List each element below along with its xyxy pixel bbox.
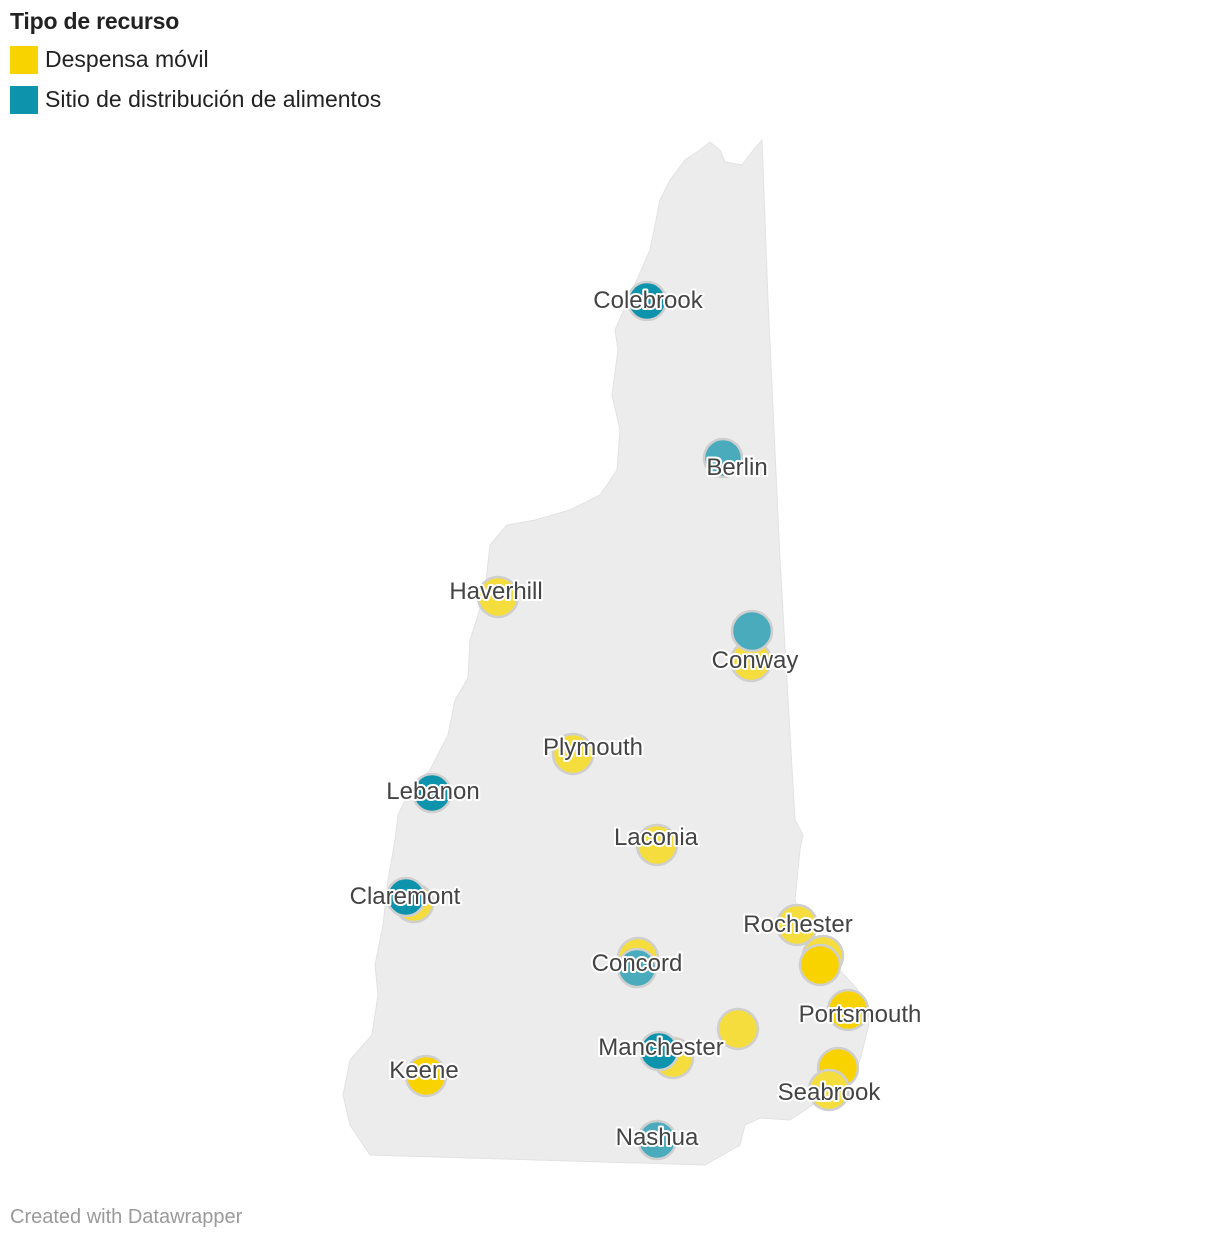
marker-nashua[interactable] bbox=[636, 1119, 678, 1161]
label-lebanon: Lebanon bbox=[386, 778, 479, 805]
marker-plymouth[interactable] bbox=[551, 732, 595, 776]
marker-portsmouth[interactable] bbox=[826, 988, 870, 1032]
label-seabrook: Seabrook bbox=[778, 1079, 882, 1106]
marker-haverhill[interactable] bbox=[476, 575, 520, 619]
marker-concord-teal[interactable] bbox=[616, 947, 658, 989]
legend-item-mobile-pantry[interactable]: Despensa móvil bbox=[10, 44, 381, 75]
marker-lebanon[interactable] bbox=[411, 772, 453, 814]
marker-conway-teal[interactable] bbox=[730, 609, 774, 653]
marker-colebrook[interactable] bbox=[626, 280, 668, 322]
label-manchester: Manchester bbox=[598, 1034, 723, 1061]
marker-berlin[interactable] bbox=[702, 437, 744, 479]
footer-credit[interactable]: Created with Datawrapper bbox=[10, 1206, 243, 1228]
label-haverhill: Haverhill bbox=[449, 578, 542, 605]
marker-laconia[interactable] bbox=[635, 823, 679, 867]
legend-swatch-yellow bbox=[10, 45, 38, 74]
label-rochester: Rochester bbox=[743, 911, 852, 938]
marker-keene[interactable] bbox=[404, 1054, 448, 1098]
label-berlin: Berlin bbox=[706, 454, 767, 481]
legend-label-mobile-pantry: Despensa móvil bbox=[45, 46, 209, 72]
marker-dover[interactable] bbox=[798, 943, 842, 987]
label-claremont: Claremont bbox=[350, 883, 461, 910]
label-keene: Keene bbox=[389, 1057, 458, 1084]
marker-seabrook[interactable] bbox=[807, 1068, 851, 1112]
label-concord: Concord bbox=[592, 950, 683, 977]
label-colebrook: Colebrook bbox=[593, 287, 703, 314]
label-nashua: Nashua bbox=[616, 1124, 699, 1151]
legend-label-food-distribution: Sitio de distribución de alimentos bbox=[45, 86, 382, 112]
legend: Tipo de recurso Despensa móvil Sitio de … bbox=[10, 8, 381, 124]
legend-title: Tipo de recurso bbox=[10, 8, 180, 34]
marker-rochester[interactable] bbox=[775, 903, 819, 947]
markers bbox=[385, 280, 870, 1161]
legend-item-food-distribution[interactable]: Sitio de distribución de alimentos bbox=[10, 84, 381, 115]
marker-claremont-teal[interactable] bbox=[385, 876, 427, 918]
label-laconia: Laconia bbox=[614, 824, 699, 851]
label-portsmouth: Portsmouth bbox=[799, 1001, 922, 1028]
city-labels: Colebrook Berlin Haverhill Conway Plymou… bbox=[348, 285, 924, 1153]
marker-manchester-teal[interactable] bbox=[638, 1030, 680, 1072]
legend-swatch-teal bbox=[10, 85, 38, 114]
marker-exeter[interactable] bbox=[716, 1007, 760, 1051]
label-plymouth: Plymouth bbox=[543, 734, 643, 761]
label-conway: Conway bbox=[712, 647, 799, 674]
